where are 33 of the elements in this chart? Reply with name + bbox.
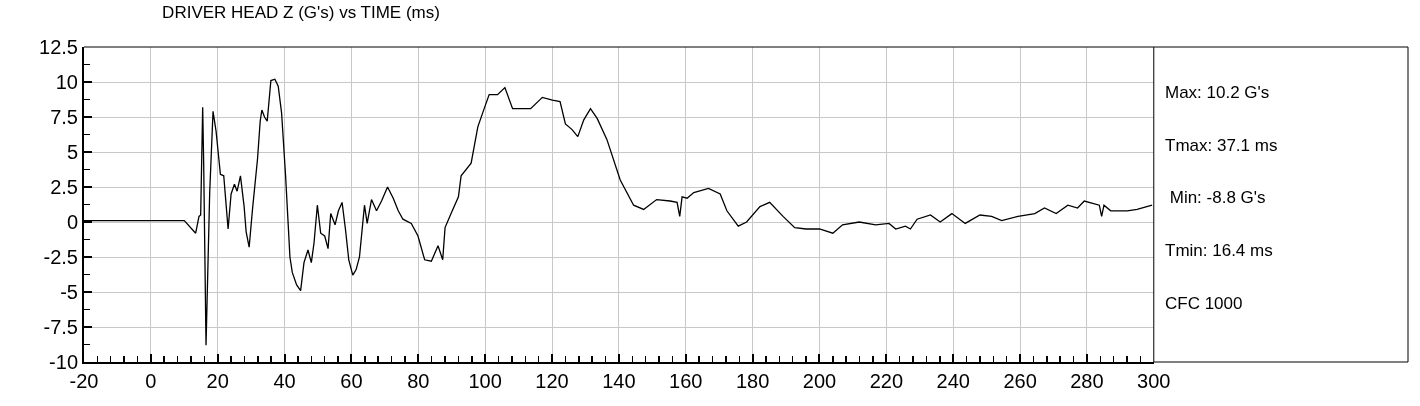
y-tick-label: -5	[60, 281, 78, 303]
x-tick-label: 80	[407, 370, 430, 392]
x-tick-label: 220	[869, 370, 904, 392]
x-tick-label: 0	[145, 370, 157, 392]
x-tick-label: 40	[273, 370, 296, 392]
x-tick-label: 260	[1003, 370, 1037, 392]
x-tick-label: 60	[340, 370, 363, 392]
x-tick-label: 120	[535, 370, 569, 392]
y-tick-label: 0	[66, 211, 78, 233]
y-tick-label: 2.5	[50, 176, 78, 198]
x-tick-label: 100	[468, 370, 502, 392]
y-tick-label: -10	[49, 351, 78, 373]
x-tick-label: 240	[936, 370, 970, 392]
x-tick-label: 200	[802, 370, 837, 392]
x-tick-label: 20	[206, 370, 229, 392]
y-tick-label: 12.5	[39, 36, 78, 58]
y-tick-label: 10	[55, 71, 78, 93]
text: Max: 10.2 G's	[1165, 83, 1270, 102]
text: Min: -8.8 G's	[1165, 188, 1266, 207]
y-tick-label: -7.5	[43, 316, 78, 338]
y-tick-label: -2.5	[43, 246, 78, 268]
text: Tmax: 37.1 ms	[1165, 136, 1278, 155]
x-tick-label: -20	[69, 370, 99, 392]
y-tick-label: 7.5	[50, 106, 78, 128]
x-tick-label: 160	[669, 370, 703, 392]
text: Tmin: 16.4 ms	[1165, 241, 1273, 260]
x-tick-label: 180	[735, 370, 770, 392]
text: CFC 1000	[1165, 294, 1243, 313]
x-tick-label: 280	[1070, 370, 1104, 392]
x-tick-label: 300	[1137, 370, 1171, 392]
chart-title: DRIVER HEAD Z (G's) vs TIME (ms)	[162, 2, 440, 22]
y-tick-label: 5	[66, 141, 78, 163]
x-tick-label: 140	[602, 370, 636, 392]
